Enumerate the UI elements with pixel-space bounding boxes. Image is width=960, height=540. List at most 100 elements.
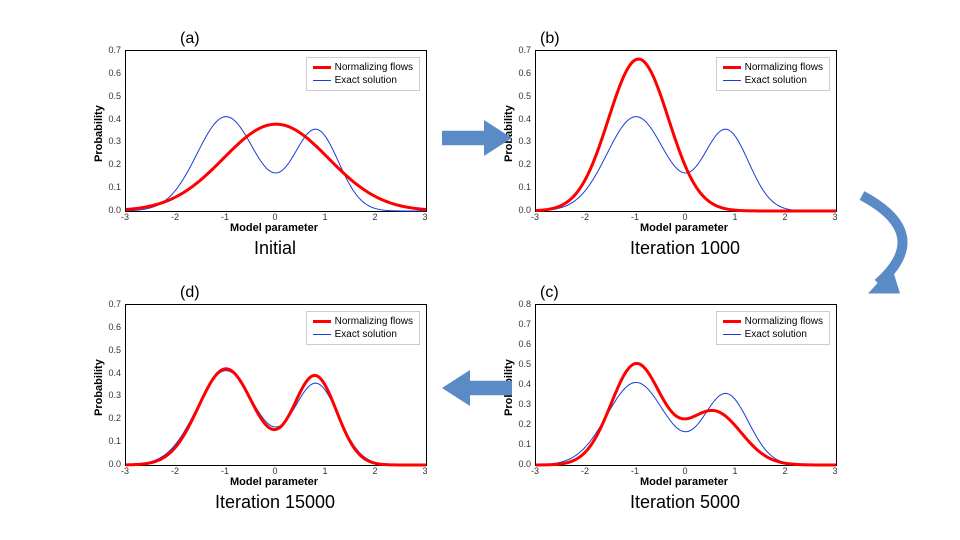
ytick: 0.3: [513, 136, 531, 146]
xtick: 2: [372, 466, 377, 476]
legend-swatch-nf: [313, 66, 331, 69]
panel-d: (d)Normalizing flowsExact solution0.00.1…: [125, 304, 425, 464]
xtick: 1: [322, 212, 327, 222]
xtick: -1: [631, 212, 639, 222]
curve-nf: [536, 363, 836, 465]
legend-swatch-exact: [313, 80, 331, 81]
ytick: 0.4: [103, 114, 121, 124]
xtick: -3: [531, 466, 539, 476]
panel-label-d: (d): [180, 284, 200, 302]
curve-exact: [126, 117, 426, 211]
ytick: 0.7: [103, 45, 121, 55]
xlabel: Model parameter: [230, 222, 318, 234]
legend-swatch-nf: [723, 66, 741, 69]
legend-label-nf: Normalizing flows: [335, 61, 413, 74]
legend-label-nf: Normalizing flows: [335, 315, 413, 328]
ytick: 0.6: [103, 322, 121, 332]
panel-label-c: (c): [540, 284, 559, 302]
panel-c: (c)Normalizing flowsExact solution0.00.1…: [535, 304, 835, 464]
plot-frame-c: Normalizing flowsExact solution: [535, 304, 837, 466]
xtick: -3: [531, 212, 539, 222]
arrow-right-icon: [442, 120, 512, 156]
ylabel: Probability: [93, 359, 105, 416]
ytick: 0.1: [513, 182, 531, 192]
caption-a: Initial: [125, 238, 425, 259]
caption-b: Iteration 1000: [535, 238, 835, 259]
ytick: 0.7: [513, 45, 531, 55]
arrow-left-icon: [442, 370, 512, 406]
xlabel: Model parameter: [640, 222, 728, 234]
legend-label-exact: Exact solution: [745, 328, 807, 341]
ytick: 0.2: [103, 413, 121, 423]
curve-nf: [126, 369, 426, 465]
legend: Normalizing flowsExact solution: [716, 311, 830, 345]
legend-swatch-exact: [723, 80, 741, 81]
xtick: 3: [422, 212, 427, 222]
xtick: 2: [372, 212, 377, 222]
xlabel: Model parameter: [640, 476, 728, 488]
ytick: 0.3: [513, 399, 531, 409]
panel-a: (a)Normalizing flowsExact solution0.00.1…: [125, 50, 425, 210]
ytick: 0.4: [103, 368, 121, 378]
caption-c: Iteration 5000: [535, 492, 835, 513]
plot-frame-d: Normalizing flowsExact solution: [125, 304, 427, 466]
ytick: 0.0: [103, 205, 121, 215]
xtick: -3: [121, 466, 129, 476]
ytick: 0.4: [513, 379, 531, 389]
ytick: 0.6: [103, 68, 121, 78]
ytick: 0.7: [513, 319, 531, 329]
legend-swatch-exact: [313, 334, 331, 335]
ytick: 0.7: [103, 299, 121, 309]
legend-swatch-nf: [313, 320, 331, 323]
xtick: 2: [782, 212, 787, 222]
xtick: -3: [121, 212, 129, 222]
ytick: 0.3: [103, 390, 121, 400]
legend: Normalizing flowsExact solution: [716, 57, 830, 91]
panel-label-b: (b): [540, 30, 560, 48]
ytick: 0.2: [513, 419, 531, 429]
xtick: 0: [272, 466, 277, 476]
ytick: 0.0: [513, 459, 531, 469]
legend-swatch-exact: [723, 334, 741, 335]
ytick: 0.5: [103, 91, 121, 101]
xtick: 0: [272, 212, 277, 222]
xtick: -1: [631, 466, 639, 476]
xtick: -2: [581, 466, 589, 476]
curve-nf: [126, 124, 426, 209]
xtick: -2: [171, 466, 179, 476]
legend-label-nf: Normalizing flows: [745, 61, 823, 74]
plot-frame-a: Normalizing flowsExact solution: [125, 50, 427, 212]
ytick: 0.2: [513, 159, 531, 169]
xlabel: Model parameter: [230, 476, 318, 488]
xtick: -2: [171, 212, 179, 222]
panel-label-a: (a): [180, 30, 200, 48]
xtick: 0: [682, 212, 687, 222]
ytick: 0.1: [103, 436, 121, 446]
arrow-curved-down-icon: [850, 190, 930, 300]
ytick: 0.0: [103, 459, 121, 469]
xtick: 0: [682, 466, 687, 476]
xtick: 1: [732, 212, 737, 222]
legend-label-exact: Exact solution: [745, 74, 807, 87]
legend-swatch-nf: [723, 320, 741, 323]
ytick: 0.0: [513, 205, 531, 215]
ytick: 0.6: [513, 68, 531, 78]
ytick: 0.6: [513, 339, 531, 349]
panel-b: (b)Normalizing flowsExact solution0.00.1…: [535, 50, 835, 210]
legend: Normalizing flowsExact solution: [306, 311, 420, 345]
ytick: 0.1: [513, 439, 531, 449]
caption-d: Iteration 15000: [125, 492, 425, 513]
ytick: 0.3: [103, 136, 121, 146]
xtick: 1: [322, 466, 327, 476]
ytick: 0.2: [103, 159, 121, 169]
ytick: 0.5: [513, 359, 531, 369]
plot-frame-b: Normalizing flowsExact solution: [535, 50, 837, 212]
legend-label-exact: Exact solution: [335, 328, 397, 341]
xtick: 1: [732, 466, 737, 476]
legend-label-exact: Exact solution: [335, 74, 397, 87]
xtick: 3: [832, 212, 837, 222]
legend: Normalizing flowsExact solution: [306, 57, 420, 91]
xtick: 3: [832, 466, 837, 476]
curve-exact: [536, 382, 836, 465]
xtick: -1: [221, 466, 229, 476]
